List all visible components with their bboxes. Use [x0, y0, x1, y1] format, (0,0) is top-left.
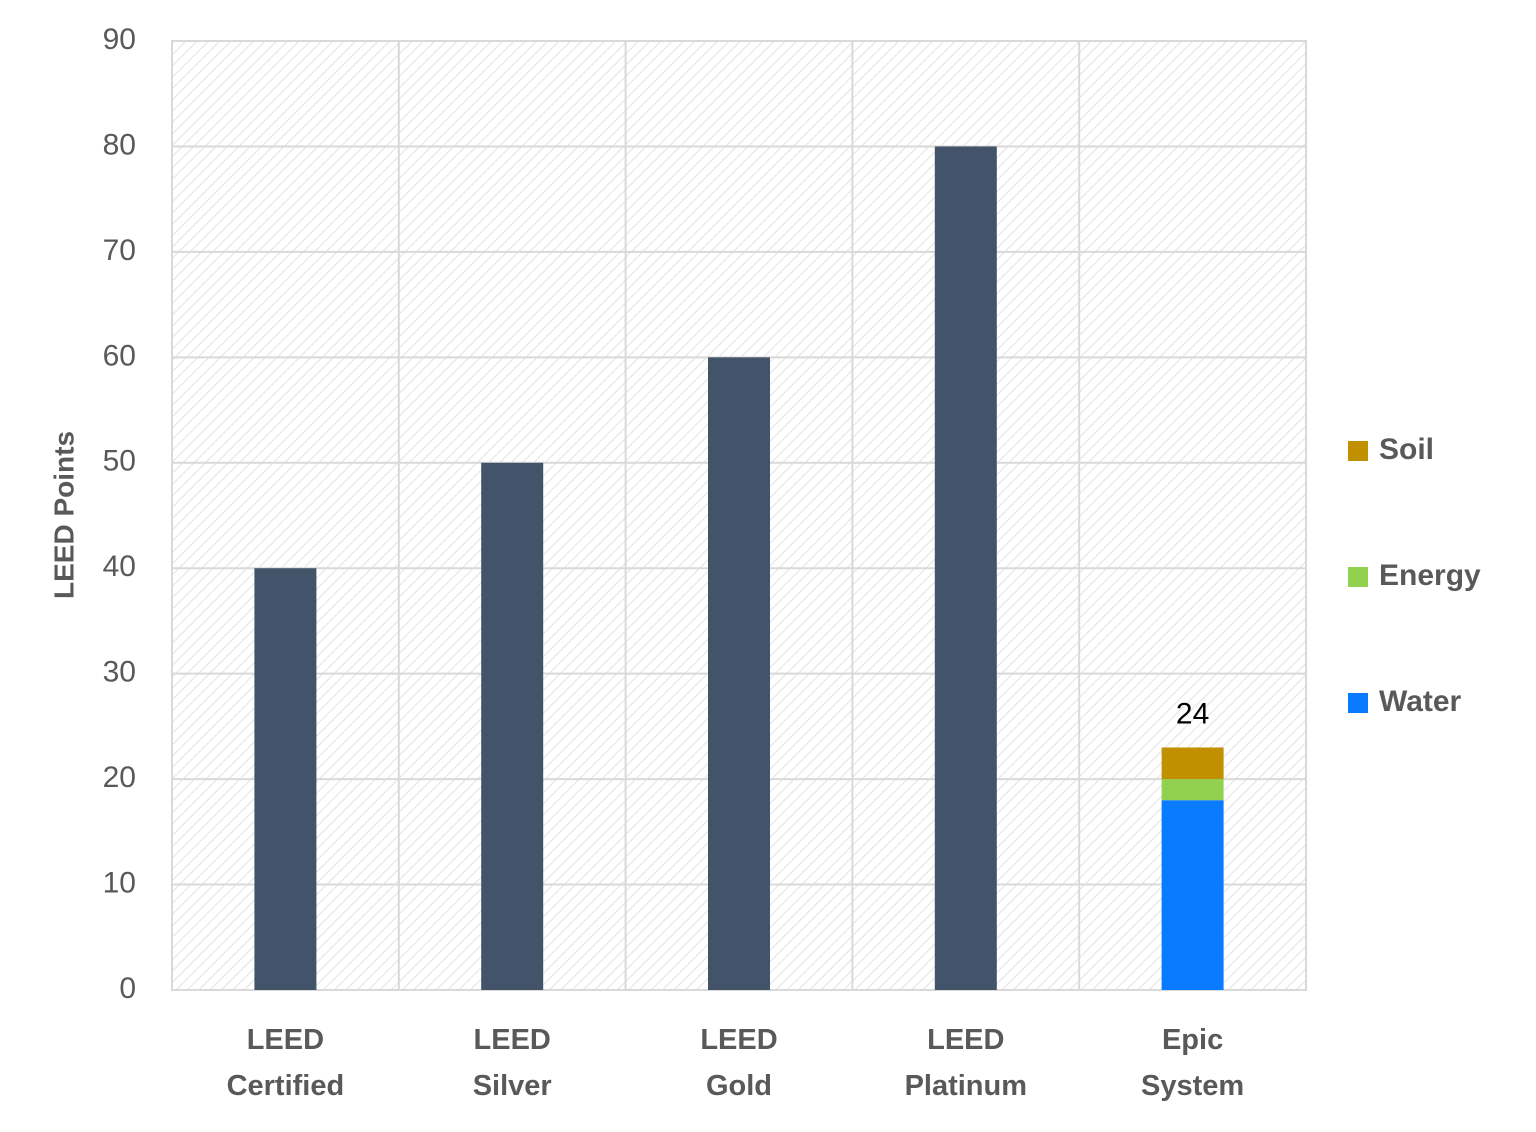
- total-label: 24: [1176, 697, 1209, 730]
- y-tick-label: 40: [103, 550, 136, 583]
- y-tick-label: 60: [103, 339, 136, 372]
- y-tick-label: 20: [103, 761, 136, 794]
- legend-swatch: [1348, 693, 1368, 713]
- x-tick-label: LEED Gold: [700, 1024, 778, 1102]
- y-tick-label: 10: [103, 866, 136, 899]
- y-tick-label: 30: [103, 656, 136, 689]
- y-tick-label: 90: [103, 23, 136, 56]
- x-tick-label: LEED Platinum: [904, 1024, 1028, 1102]
- y-axis-title: LEED Points: [48, 431, 79, 599]
- bar: [1161, 779, 1224, 801]
- bar: [1161, 800, 1224, 990]
- legend-swatch: [1348, 567, 1368, 587]
- x-tick-label: Epic System: [1141, 1024, 1245, 1102]
- legend-label: Water: [1379, 685, 1462, 718]
- legend-swatch: [1348, 441, 1368, 461]
- y-tick-label: 70: [103, 234, 136, 267]
- legend-label: Soil: [1379, 433, 1434, 466]
- x-tick-label: LEED Silver: [472, 1024, 552, 1102]
- y-tick-label: 80: [103, 128, 136, 161]
- bar: [254, 568, 317, 990]
- bar: [481, 462, 544, 990]
- y-tick-label: 50: [103, 445, 136, 478]
- bar: [708, 357, 770, 990]
- bar: [1161, 747, 1224, 780]
- bar: [934, 146, 997, 990]
- y-tick-label: 0: [119, 972, 136, 1005]
- x-tick-label: LEED Certified: [226, 1024, 345, 1102]
- legend-label: Energy: [1379, 559, 1481, 592]
